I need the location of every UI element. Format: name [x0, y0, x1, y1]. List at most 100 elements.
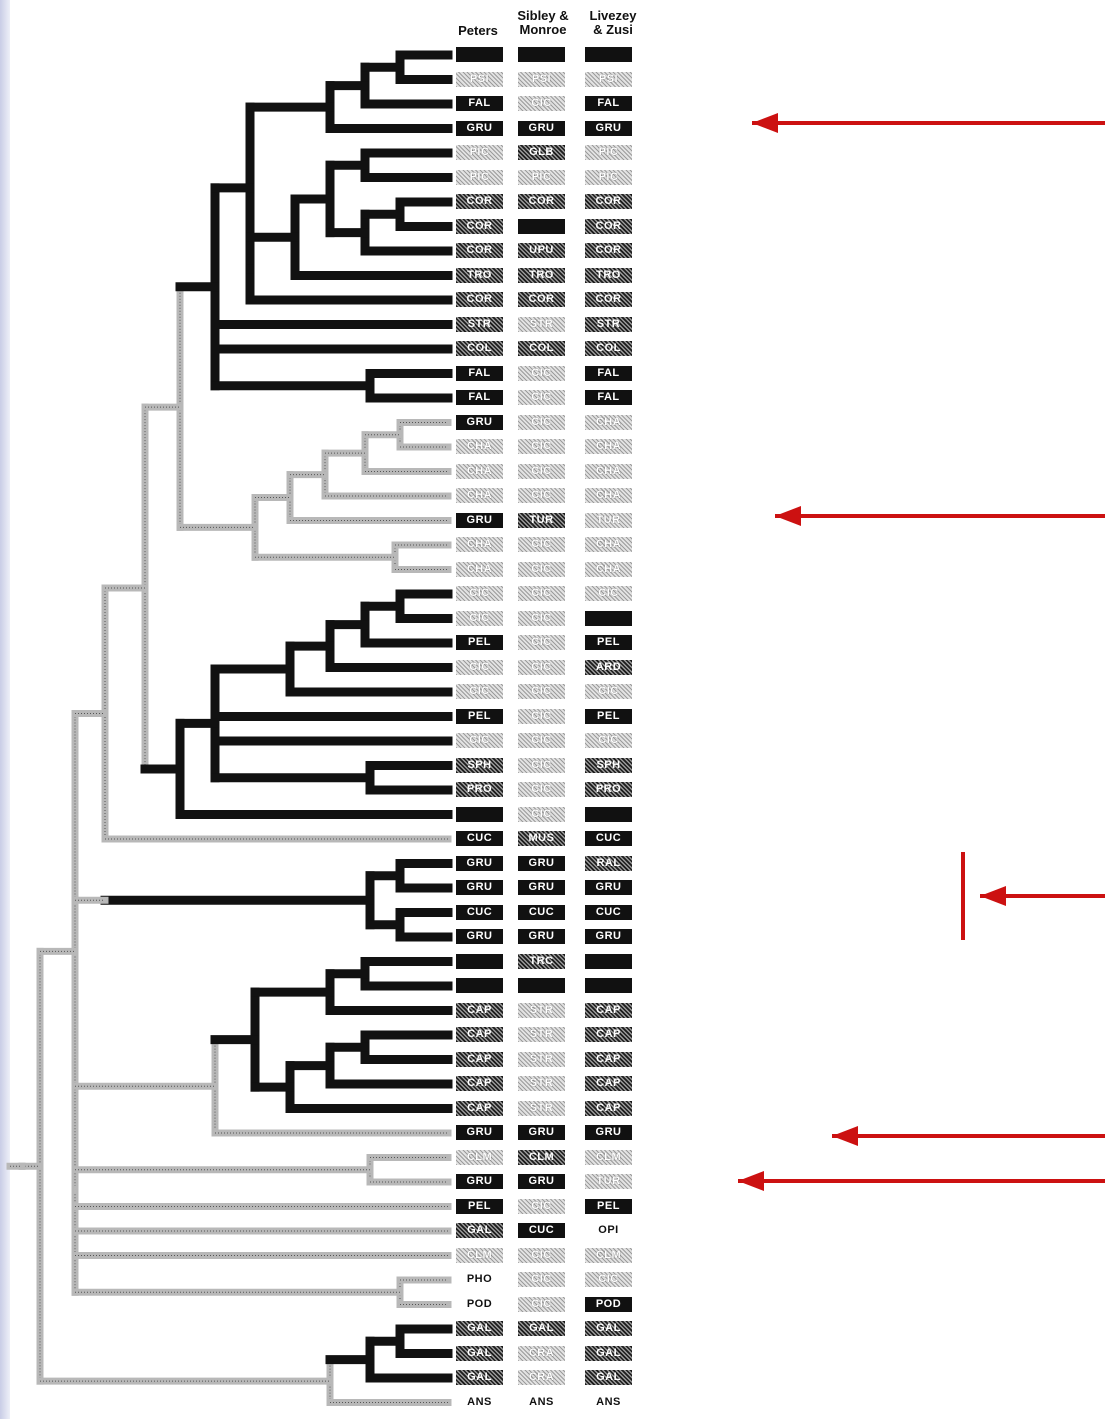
sibley-monroe-code: CIC [518, 684, 565, 699]
sibley-monroe-code: GRU [518, 1125, 565, 1140]
taxon-row: COR COR COR [0, 288, 1105, 312]
taxon-row: PEL CIC PEL [0, 631, 1105, 655]
taxon-row: CIC CIC CIC [0, 680, 1105, 704]
sibley-monroe-code: CIC [518, 488, 565, 503]
taxon-row: CIC [0, 803, 1105, 827]
taxon-row: GAL CRA GAL [0, 1342, 1105, 1366]
header-sibley-line1: Sibley & [517, 8, 569, 23]
sibley-monroe-code [518, 218, 565, 234]
taxon-row: PEL CIC PEL [0, 705, 1105, 729]
taxon-row: GRU GRU GRU [0, 1121, 1105, 1145]
taxon-row: CHA CIC CHA [0, 533, 1105, 557]
livezey-zusi-code: PIC [585, 169, 632, 185]
sibley-monroe-code: CIC [518, 708, 565, 724]
taxon-row: CIC CIC CIC [0, 729, 1105, 753]
peters-code: PEL [456, 1198, 503, 1214]
sibley-monroe-code: COR [518, 292, 565, 307]
sibley-monroe-code: STR [518, 1100, 565, 1116]
peters-code: CIC [456, 659, 503, 675]
sibley-monroe-code: CIC [518, 806, 565, 822]
peters-code: GRU [456, 120, 503, 136]
sibley-monroe-code: CIC [518, 659, 565, 675]
livezey-zusi-code: COR [585, 218, 632, 234]
livezey-zusi-code: PSI [585, 71, 632, 87]
peters-code: GRU [456, 414, 503, 430]
sibley-monroe-code: CRA [518, 1370, 565, 1385]
livezey-zusi-code: COL [585, 341, 632, 356]
peters-code: CHA [456, 463, 503, 479]
taxon-row: FAL CIC FAL [0, 92, 1105, 116]
peters-code [456, 806, 503, 822]
sibley-monroe-code: CIC [518, 537, 565, 552]
sibley-monroe-code: CIC [518, 757, 565, 773]
taxon-row: CAP STR CAP [0, 999, 1105, 1023]
taxon-row: FAL CIC FAL [0, 362, 1105, 386]
livezey-zusi-code: GAL [585, 1345, 632, 1361]
sibley-monroe-code: MUS [518, 831, 565, 846]
livezey-zusi-code: GAL [585, 1370, 632, 1385]
peters-code: GAL [456, 1321, 503, 1336]
peters-code: COR [456, 194, 503, 209]
livezey-zusi-code: CUC [585, 904, 632, 920]
taxon-row: GAL CRA GAL [0, 1366, 1105, 1390]
peters-code: CHA [456, 561, 503, 577]
taxon-row: PIC GLB PIC [0, 141, 1105, 165]
livezey-zusi-code: CLM [585, 1149, 632, 1165]
taxon-row [0, 974, 1105, 998]
livezey-zusi-code: POD [585, 1296, 632, 1312]
peters-code: CAP [456, 1002, 503, 1018]
taxon-row: PEL CIC PEL [0, 1195, 1105, 1219]
livezey-zusi-code: SPH [585, 757, 632, 773]
header-peters: Peters [458, 23, 498, 38]
sibley-monroe-code: GRU [518, 855, 565, 871]
sibley-monroe-code: CIC [518, 1272, 565, 1287]
livezey-zusi-code: PRO [585, 782, 632, 797]
arrowhead-sunbittern [832, 1126, 858, 1146]
sibley-monroe-code: CIC [518, 610, 565, 626]
livezey-zusi-code: GAL [585, 1321, 632, 1336]
livezey-zusi-code: CHA [585, 561, 632, 577]
peters-code: PHO [456, 1272, 503, 1287]
livezey-zusi-code [585, 953, 632, 969]
sibley-monroe-code [518, 47, 565, 62]
peters-code: CHA [456, 439, 503, 454]
peters-code: CAP [456, 1076, 503, 1091]
taxon-row: CHA CIC CHA [0, 460, 1105, 484]
peters-code: FAL [456, 390, 503, 405]
taxon-row: TRO TRO TRO [0, 264, 1105, 288]
sibley-monroe-code: PIC [518, 169, 565, 185]
sibley-monroe-code: GRU [518, 1174, 565, 1189]
sibley-monroe-code: CRA [518, 1345, 565, 1361]
sibley-monroe-code: STR [518, 1076, 565, 1091]
taxon-row: GRU GRU RAL [0, 852, 1105, 876]
livezey-zusi-code: TUR [585, 1174, 632, 1189]
livezey-zusi-code: PEL [585, 708, 632, 724]
taxon-row: CUC CUC CUC [0, 901, 1105, 925]
peters-code: CUC [456, 904, 503, 920]
livezey-zusi-code: PEL [585, 635, 632, 650]
taxon-row: GAL CUC OPI [0, 1219, 1105, 1243]
header-monroe-line2: Monroe [519, 22, 567, 37]
taxon-row: PIC PIC PIC [0, 166, 1105, 190]
peters-code: GRU [456, 512, 503, 528]
peters-code: PRO [456, 782, 503, 797]
taxon-row: CLM CLM CLM [0, 1146, 1105, 1170]
taxon-row: CAP STR CAP [0, 1097, 1105, 1121]
livezey-zusi-code: COR [585, 194, 632, 209]
peters-code: SPH [456, 757, 503, 773]
livezey-zusi-code: ANS [585, 1394, 632, 1410]
sibley-monroe-code: TRO [518, 267, 565, 283]
peters-code: CAP [456, 1051, 503, 1067]
sibley-monroe-code: CUC [518, 904, 565, 920]
peters-code: GRU [456, 1125, 503, 1140]
header-livezey-zusi: Livezey & Zusi [578, 9, 648, 37]
peters-code: GAL [456, 1370, 503, 1385]
taxon-row: CAP STR CAP [0, 1023, 1105, 1047]
taxon-row: COR COR [0, 215, 1105, 239]
livezey-zusi-code: CIC [585, 586, 632, 601]
sibley-monroe-code: STR [518, 1051, 565, 1067]
taxon-row: GRU CIC CHA [0, 411, 1105, 435]
peters-code [456, 953, 503, 969]
livezey-zusi-code: CAP [585, 1002, 632, 1018]
livezey-zusi-code: PEL [585, 1198, 632, 1214]
